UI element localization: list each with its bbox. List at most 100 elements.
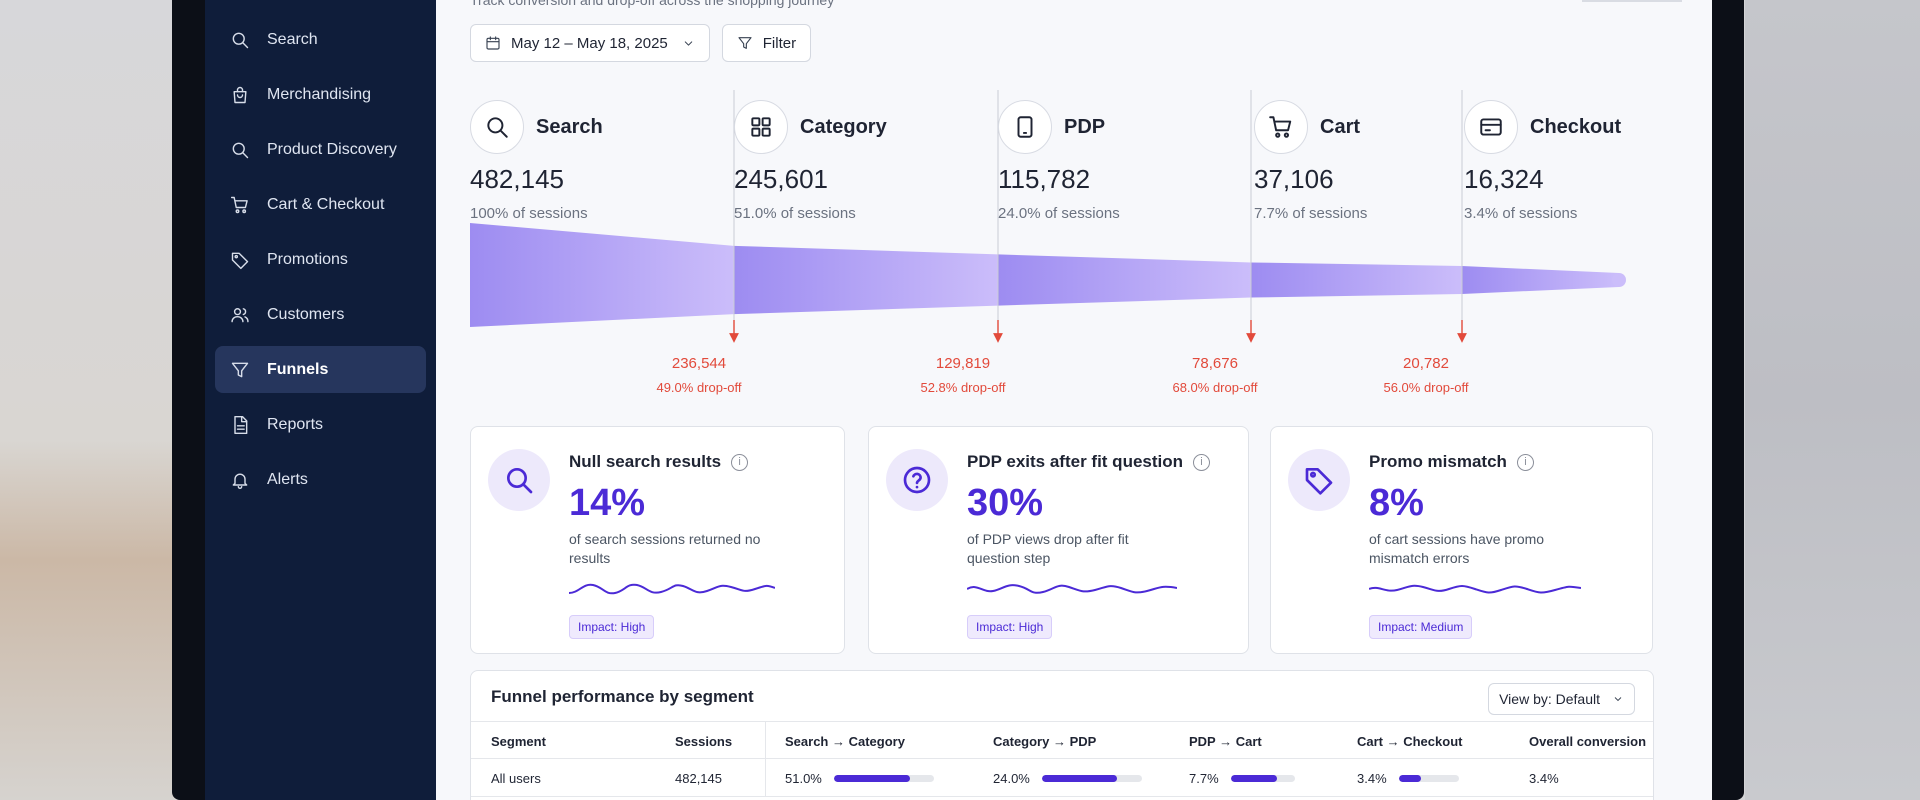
sidebar-item-product-discovery[interactable]: Product Discovery bbox=[215, 126, 426, 173]
funnel-stage-checkout[interactable]: Checkout 16,324 3.4% of sessions bbox=[1464, 100, 1664, 222]
impact-badge: Impact: Medium bbox=[1369, 615, 1473, 639]
rate-bar bbox=[833, 774, 934, 782]
view-by-select[interactable]: View by: Default bbox=[1488, 683, 1635, 715]
stage-pct: 7.7% of sessions bbox=[1254, 205, 1368, 222]
toolbar: May 12 – May 18, 2025 Filter bbox=[470, 24, 812, 62]
stage-pct: 100% of sessions bbox=[470, 205, 588, 222]
stage-name: Category bbox=[800, 115, 887, 138]
column-divider bbox=[765, 759, 766, 796]
dropoff-value: 236,544 bbox=[671, 355, 727, 372]
table-header: Segment Sessions Search → Category Categ… bbox=[471, 721, 1653, 759]
dropoff-1: 236,544 49.0% drop-off bbox=[639, 355, 759, 395]
insight-description: of search sessions returned no results bbox=[569, 531, 761, 566]
insight-card-null-search[interactable]: Null search results i 14% of search sessi… bbox=[470, 426, 845, 654]
dropoff-pct: 56.0% drop-off bbox=[1383, 380, 1469, 395]
info-icon[interactable]: i bbox=[1516, 453, 1534, 471]
col-header-segment[interactable]: Segment bbox=[491, 733, 546, 749]
app-screen: Search Merchandising Product Discovery C… bbox=[205, 0, 1712, 800]
sidebar-item-promotions[interactable]: Promotions bbox=[215, 236, 426, 283]
tag-icon bbox=[1288, 449, 1350, 511]
date-range-picker[interactable]: May 12 – May 18, 2025 bbox=[470, 24, 710, 62]
search-icon bbox=[229, 139, 251, 161]
funnel-segment bbox=[998, 254, 1251, 306]
col-header-search-category[interactable]: Search → Category bbox=[785, 733, 905, 749]
sidebar-item-label: Alerts bbox=[267, 470, 308, 488]
rate-bar-fill bbox=[1398, 774, 1422, 782]
funnel-segment bbox=[470, 223, 734, 327]
info-icon[interactable]: i bbox=[731, 453, 749, 471]
cell-sessions: 482,145 bbox=[675, 770, 722, 786]
dropoff-value: 78,676 bbox=[1192, 355, 1238, 372]
background-right bbox=[1745, 0, 1920, 800]
sidebar-item-label: Reports bbox=[267, 415, 324, 433]
col-header-sessions[interactable]: Sessions bbox=[675, 733, 733, 749]
funnel-stage-cart[interactable]: Cart 37,106 7.7% of sessions bbox=[1254, 100, 1454, 222]
dropoff-value: 20,782 bbox=[1403, 355, 1449, 372]
sidebar-item-label: Customers bbox=[267, 305, 345, 323]
segment-table-card: Funnel performance by segment View by: D… bbox=[470, 670, 1654, 800]
sidebar-item-search[interactable]: Search bbox=[215, 16, 426, 63]
cell-value: 3.4% bbox=[1357, 770, 1387, 786]
stage-name: Search bbox=[536, 115, 603, 138]
filter-label: Filter bbox=[762, 34, 797, 52]
stage-name: Cart bbox=[1320, 115, 1361, 138]
credit-card-icon bbox=[1464, 100, 1518, 154]
sidebar-item-alerts[interactable]: Alerts bbox=[215, 456, 426, 503]
shopping-bag-icon bbox=[229, 84, 251, 106]
col-header-overall[interactable]: Overall conversion bbox=[1529, 733, 1647, 749]
insight-title: Promo mismatch i bbox=[1369, 452, 1534, 472]
cell-cart-checkout: 3.4% bbox=[1357, 759, 1459, 797]
funnel-stage-pdp[interactable]: PDP 115,782 24.0% of sessions bbox=[998, 100, 1198, 222]
stage-pct: 3.4% of sessions bbox=[1464, 205, 1578, 222]
insight-title-text: PDP exits after fit question bbox=[967, 452, 1184, 471]
cell-value: 24.0% bbox=[993, 770, 1030, 786]
info-icon[interactable]: i bbox=[1193, 453, 1211, 471]
insight-title-text: Null search results bbox=[569, 452, 722, 471]
sidebar-item-cart-checkout[interactable]: Cart & Checkout bbox=[215, 181, 426, 228]
rate-bar bbox=[1230, 774, 1295, 782]
funnel-segment bbox=[1462, 266, 1619, 294]
stage-name: Checkout bbox=[1530, 115, 1622, 138]
insight-card-promo-mismatch[interactable]: Promo mismatch i 8% of cart sessions have… bbox=[1270, 426, 1653, 654]
cell-search-category: 51.0% bbox=[785, 759, 934, 797]
rate-bar-fill bbox=[833, 774, 910, 782]
stage-name: PDP bbox=[1064, 115, 1106, 138]
impact-badge: Impact: High bbox=[967, 615, 1053, 639]
dropoff-3: 78,676 68.0% drop-off bbox=[1155, 355, 1275, 395]
tablet-icon bbox=[998, 100, 1052, 154]
funnel-end-cap bbox=[1612, 273, 1626, 287]
stage-value: 245,601 bbox=[734, 164, 828, 194]
header-action-edge bbox=[1582, 0, 1682, 2]
sidebar-item-funnels[interactable]: Funnels bbox=[215, 346, 426, 393]
sparkline bbox=[1369, 584, 1581, 594]
col-header-cart-checkout[interactable]: Cart → Checkout bbox=[1357, 733, 1463, 749]
rate-bar bbox=[1041, 774, 1142, 782]
table-row[interactable]: All users 482,145 51.0% 24.0% 7.7% 3.4% … bbox=[471, 759, 1653, 797]
funnel-chart bbox=[470, 90, 1626, 343]
funnel-stage-category[interactable]: Category 245,601 51.0% of sessions bbox=[734, 100, 934, 222]
sidebar-item-merchandising[interactable]: Merchandising bbox=[215, 71, 426, 118]
col-header-pdp-cart[interactable]: PDP → Cart bbox=[1189, 733, 1262, 749]
column-divider bbox=[765, 722, 766, 758]
insight-card-pdp-exits[interactable]: PDP exits after fit question i 30% of PDP… bbox=[868, 426, 1249, 654]
view-by-label: View by: Default bbox=[1499, 691, 1600, 707]
chevron-down-icon bbox=[684, 40, 692, 46]
segment-table-title: Funnel performance by segment bbox=[491, 687, 754, 706]
sidebar-item-customers[interactable]: Customers bbox=[215, 291, 426, 338]
cell-segment: All users bbox=[491, 770, 541, 786]
funnel-stage-search[interactable]: Search 482,145 100% of sessions bbox=[470, 100, 670, 222]
grid-icon bbox=[734, 100, 788, 154]
dropoff-2: 129,819 52.8% drop-off bbox=[903, 355, 1023, 395]
cell-value: 51.0% bbox=[785, 770, 822, 786]
users-icon bbox=[229, 304, 251, 326]
date-range-label: May 12 – May 18, 2025 bbox=[511, 34, 668, 52]
dropoff-pct: 68.0% drop-off bbox=[1172, 380, 1258, 395]
funnel-segment bbox=[1251, 262, 1462, 298]
stage-value: 37,106 bbox=[1254, 164, 1334, 194]
filter-button[interactable]: Filter bbox=[721, 24, 812, 62]
sidebar-item-label: Product Discovery bbox=[267, 140, 397, 158]
stage-pct: 24.0% of sessions bbox=[998, 205, 1120, 222]
rate-bar bbox=[1398, 774, 1459, 782]
sidebar-item-reports[interactable]: Reports bbox=[215, 401, 426, 448]
col-header-category-pdp[interactable]: Category → PDP bbox=[993, 733, 1097, 749]
